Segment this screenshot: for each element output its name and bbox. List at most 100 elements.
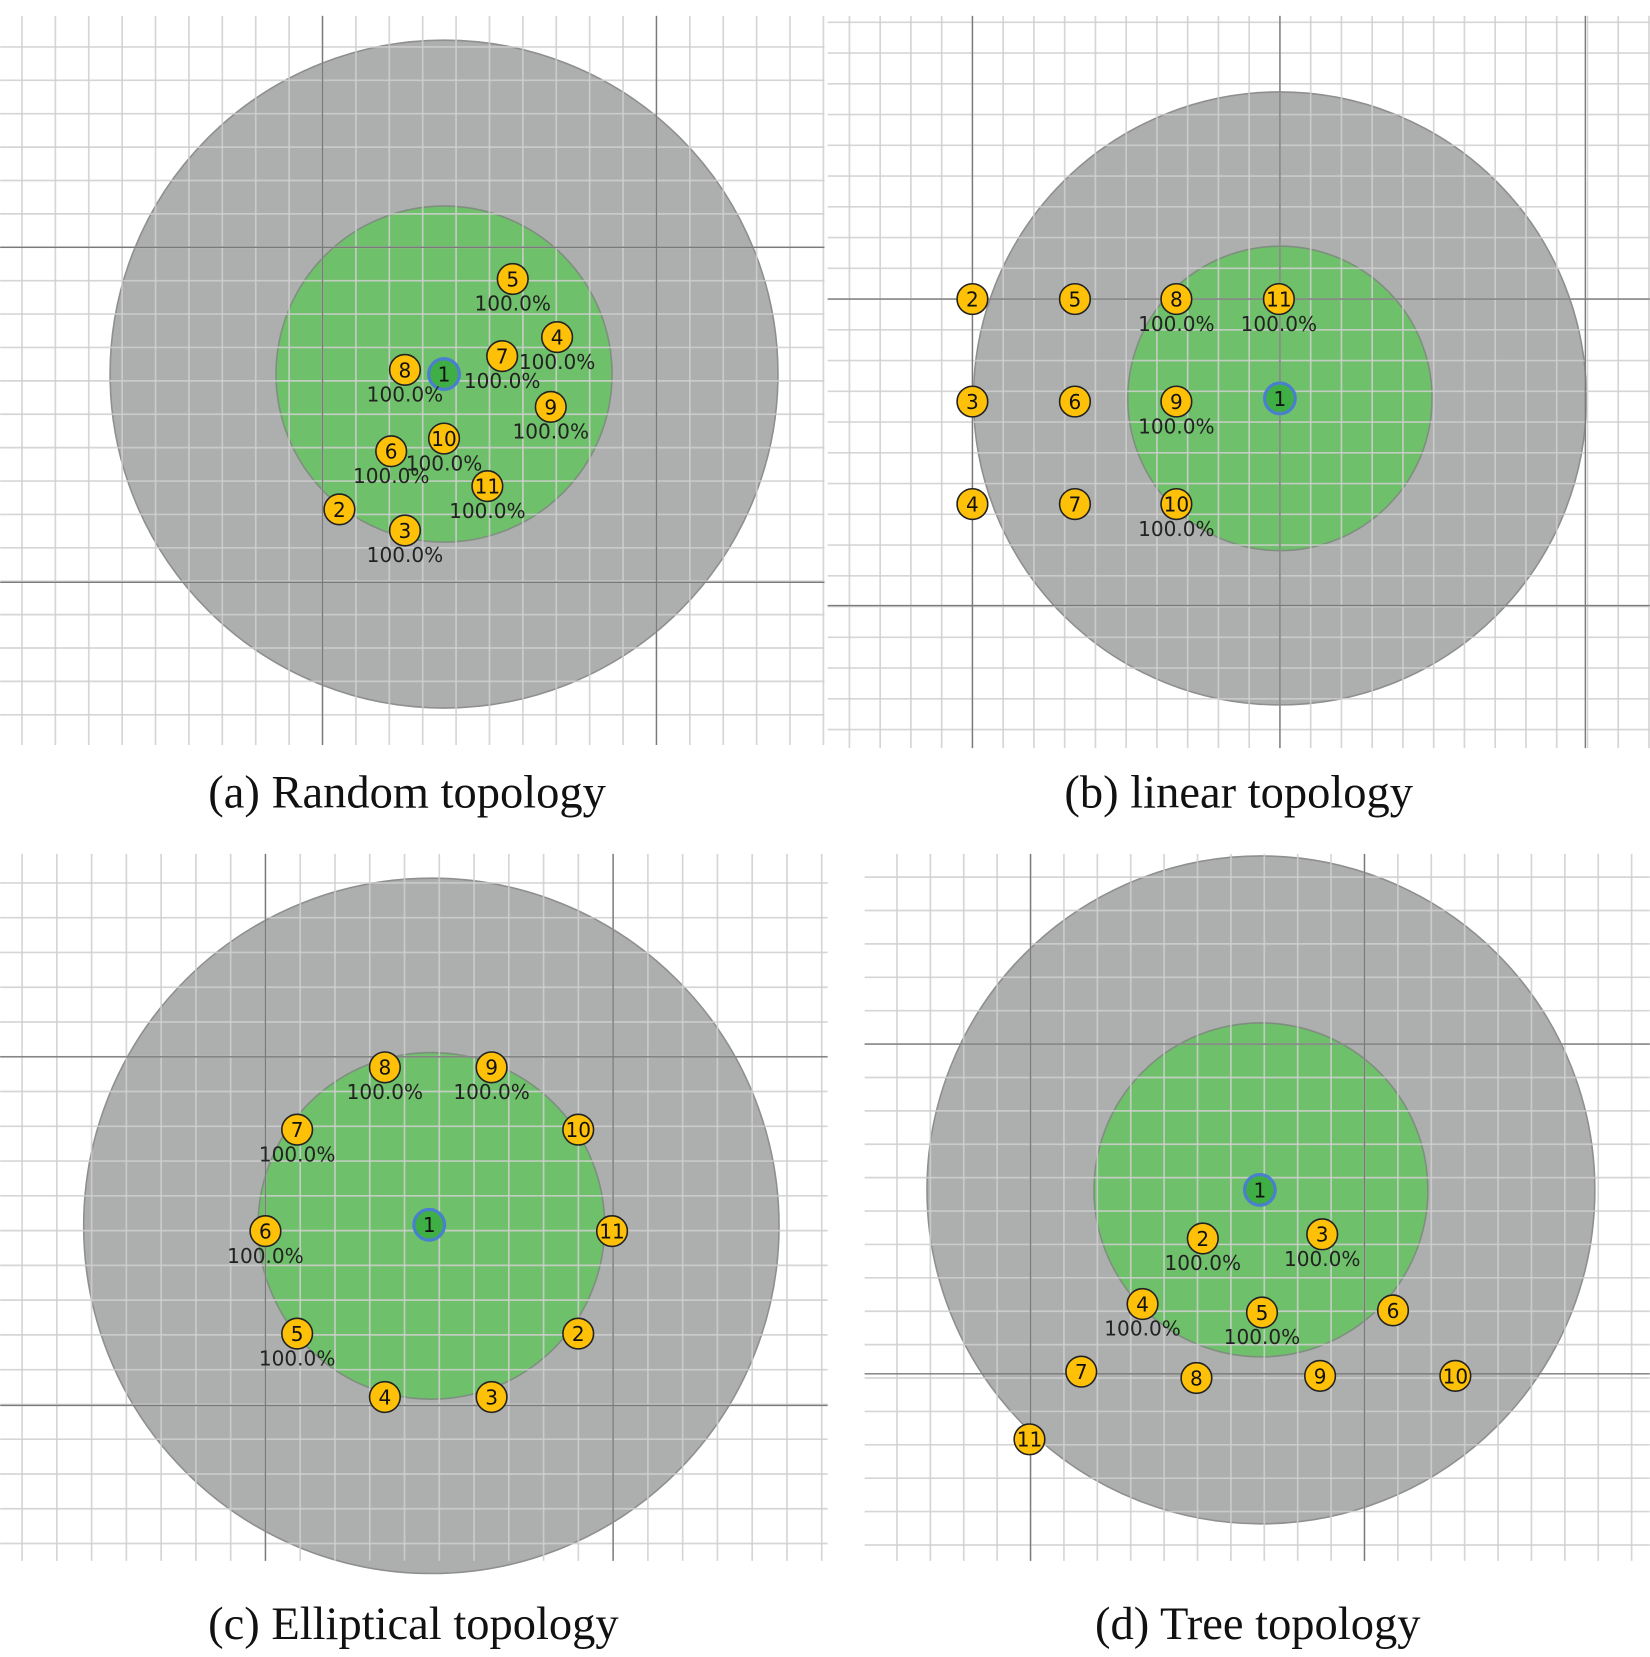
- node-id: 8: [1190, 1366, 1203, 1390]
- sensor-node-circle: [534, 390, 567, 423]
- sensor-node-circle: [471, 469, 504, 503]
- sensor-node-circle: [956, 282, 989, 316]
- node-delivery-label: 100.0%: [259, 1142, 335, 1166]
- node-delivery-label: 100.0%: [227, 1244, 303, 1268]
- sensor-node-circle: [368, 1051, 401, 1084]
- sensor-node-circle: [1303, 1359, 1337, 1393]
- node-delivery-label: 100.0%: [406, 451, 483, 475]
- node-8: 8: [1180, 1361, 1213, 1395]
- sensor-node-circle: [1058, 282, 1092, 316]
- node-delivery-label: 100.0%: [1165, 1251, 1242, 1275]
- node-id: 5: [291, 1322, 304, 1346]
- sensor-node-circle: [562, 1113, 595, 1146]
- sink-node-circle: [1242, 1173, 1277, 1207]
- node-id: 4: [378, 1385, 391, 1409]
- node-5: 5: [1058, 282, 1092, 316]
- sensor-node-circle: [375, 435, 408, 468]
- node-id: 2: [966, 287, 979, 311]
- sensor-node-circle: [1126, 1287, 1159, 1321]
- node-id: 11: [1017, 1428, 1043, 1452]
- node-id: 1: [438, 362, 451, 386]
- sensor-node-circle: [1376, 1294, 1410, 1327]
- node-delivery-label: 100.0%: [1138, 312, 1215, 336]
- sensor-node-circle: [475, 1380, 508, 1414]
- node-id: 3: [485, 1385, 498, 1409]
- sensor-node-circle: [486, 340, 519, 373]
- node-delivery-label: 100.0%: [1138, 517, 1215, 541]
- node-id: 4: [1136, 1292, 1149, 1316]
- grid: [0, 15, 825, 746]
- sensor-node-circle: [281, 1317, 314, 1350]
- node-id: 10: [1164, 492, 1190, 516]
- sensor-node-circle: [496, 262, 529, 296]
- node-id: 7: [496, 345, 509, 369]
- sensor-node-circle: [956, 487, 989, 521]
- sensor-node-circle: [1058, 487, 1092, 521]
- node-2: 2: [562, 1317, 595, 1350]
- sensor-node-circle: [388, 353, 422, 386]
- node-10: 10: [1439, 1359, 1472, 1393]
- node-id: 7: [1075, 1360, 1088, 1384]
- sink-node-circle: [427, 357, 461, 392]
- node-delivery-label: 100.0%: [449, 499, 525, 523]
- node-7: 7: [1058, 487, 1092, 521]
- node-id: 2: [1196, 1227, 1209, 1251]
- node-id: 10: [565, 1118, 591, 1142]
- node-id: 1: [1274, 387, 1287, 411]
- node-id: 3: [1316, 1223, 1329, 1247]
- node-id: 11: [599, 1220, 625, 1244]
- sensor-node-circle: [1180, 1361, 1213, 1395]
- node-3: 3: [475, 1380, 508, 1414]
- caption-b: (b) linear topology: [1064, 767, 1413, 818]
- node-delivery-label: 100.0%: [1241, 312, 1318, 336]
- node-1: 1: [412, 1207, 447, 1242]
- node-id: 9: [1170, 390, 1183, 414]
- node-id: 5: [1256, 1301, 1269, 1325]
- node-id: 8: [1170, 287, 1183, 311]
- node-delivery-label: 100.0%: [464, 369, 541, 393]
- node-id: 9: [1314, 1364, 1327, 1388]
- node-id: 5: [506, 267, 519, 291]
- node-id: 2: [572, 1322, 585, 1346]
- node-id: 7: [291, 1118, 304, 1142]
- sensor-node-circle: [1160, 487, 1193, 521]
- node-id: 11: [475, 475, 501, 499]
- node-delivery-label: 100.0%: [513, 420, 590, 444]
- node-7: 7: [1065, 1355, 1098, 1388]
- panel-random-topology: 123100.0%4100.0%5100.0%6100.0%7100.0%810…: [0, 15, 825, 746]
- sensor-node-circle: [1058, 385, 1092, 418]
- node-id: 6: [1387, 1299, 1400, 1323]
- node-id: 10: [431, 427, 457, 451]
- node-delivery-label: 100.0%: [1224, 1325, 1301, 1349]
- node-delivery-label: 100.0%: [347, 1080, 424, 1104]
- node-delivery-label: 100.0%: [1104, 1317, 1181, 1341]
- node-id: 8: [399, 358, 412, 382]
- caption-c: (c) Elliptical topology: [208, 1599, 619, 1650]
- sensor-node-circle: [956, 385, 989, 418]
- sensor-node-circle: [1160, 385, 1193, 418]
- node-id: 2: [333, 498, 346, 522]
- sensor-node-circle: [595, 1215, 629, 1248]
- node-id: 9: [544, 395, 557, 419]
- sensor-node-circle: [323, 493, 356, 526]
- node-id: 4: [551, 326, 564, 350]
- sensor-node-circle: [1186, 1222, 1219, 1255]
- node-id: 9: [485, 1056, 498, 1080]
- node-6: 6: [1058, 385, 1092, 418]
- node-id: 1: [1253, 1178, 1266, 1202]
